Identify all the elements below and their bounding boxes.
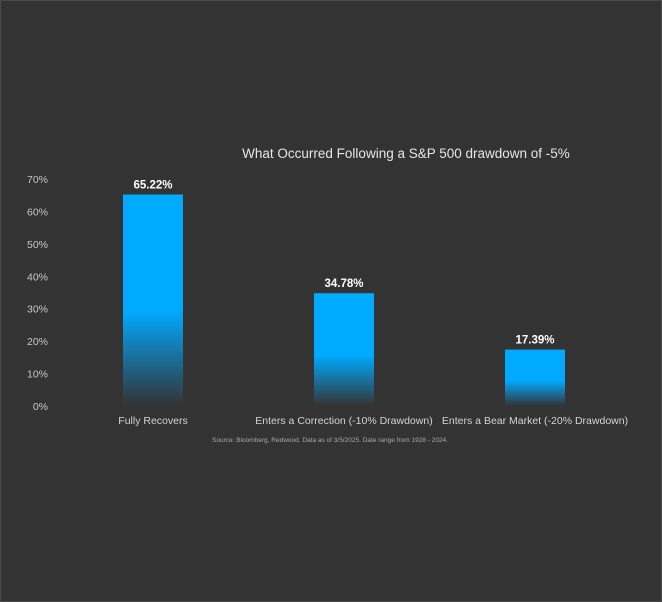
bars: [123, 194, 565, 406]
y-tick-label: 10%: [27, 369, 48, 381]
data-labels: 65.22% 34.78% 17.39%: [133, 180, 554, 347]
data-label: 17.39%: [515, 335, 554, 347]
y-tick-label: 0%: [33, 401, 48, 413]
data-label: 65.22%: [133, 180, 172, 192]
y-tick-label: 60%: [27, 206, 48, 218]
y-tick-label: 20%: [27, 336, 48, 348]
y-tick-label: 70%: [27, 174, 48, 186]
y-tick-label: 40%: [27, 271, 48, 283]
data-label: 34.78%: [324, 278, 363, 290]
y-tick-label: 50%: [27, 239, 48, 251]
chart-title: What Occurred Following a S&P 500 drawdo…: [242, 146, 570, 161]
bar: [314, 293, 374, 406]
x-tick-label: Enters a Bear Market (-20% Drawdown): [442, 415, 628, 427]
x-tick-label: Fully Recovers: [118, 415, 187, 427]
bar: [505, 349, 565, 406]
y-tick-label: 30%: [27, 304, 48, 316]
bar: [123, 194, 183, 406]
x-axis: Fully Recovers Enters a Correction (-10% …: [118, 415, 628, 427]
y-axis: 0% 10% 20% 30% 40% 50% 60% 70%: [27, 174, 48, 413]
x-tick-label: Enters a Correction (-10% Drawdown): [255, 415, 432, 427]
source-note: Source: Bloomberg, Redwood. Data as of 3…: [212, 437, 448, 444]
